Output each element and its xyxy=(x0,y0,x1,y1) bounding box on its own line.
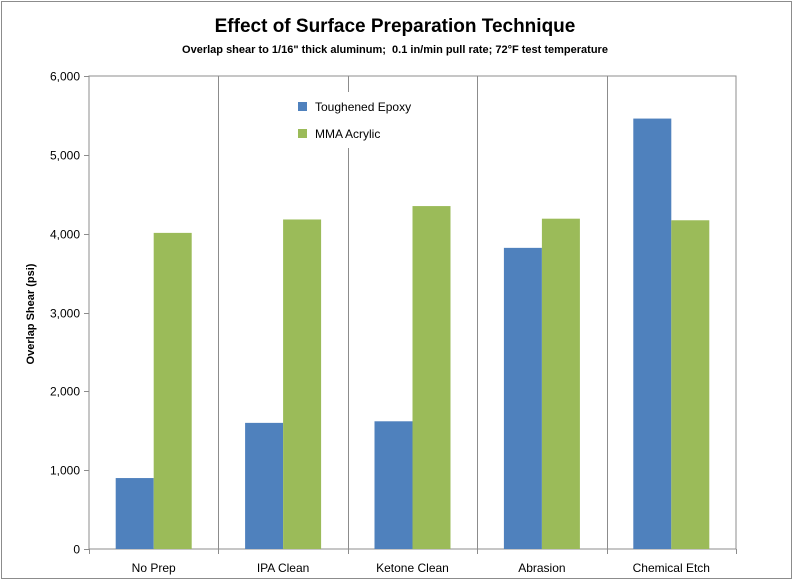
legend-label: MMA Acrylic xyxy=(315,127,380,141)
bar-toughened-epoxy-no-prep xyxy=(115,478,154,549)
y-axis-label: Overlap Shear (psi) xyxy=(25,263,37,364)
x-tick-label: Ketone Clean xyxy=(376,561,449,575)
x-tick-label: IPA Clean xyxy=(257,561,309,575)
bar-toughened-epoxy-abrasion xyxy=(503,247,542,549)
y-tick-label: 6,000 xyxy=(50,70,80,84)
bar-mma-acrylic-chemical-etch xyxy=(671,220,710,549)
bar-toughened-epoxy-ipa-clean xyxy=(245,422,284,549)
y-tick-label: 1,000 xyxy=(50,464,80,478)
x-tick-label: No Prep xyxy=(132,561,176,575)
y-tick-label: 3,000 xyxy=(50,307,80,321)
y-tick-label: 5,000 xyxy=(50,149,80,163)
chart-title: Effect of Surface Preparation Technique xyxy=(215,16,576,37)
legend-swatch xyxy=(298,102,307,111)
bar-mma-acrylic-ketone-clean xyxy=(412,206,451,549)
chart-subtitle: Overlap shear to 1/16" thick aluminum; 0… xyxy=(182,44,608,56)
plot-area: 0 1,000 2,000 3,000 4,000 5,000 6,000 No Prep IP… xyxy=(50,70,737,575)
y-tick-label: 0 xyxy=(73,543,80,557)
legend-box xyxy=(291,92,434,148)
y-tick-label: 2,000 xyxy=(50,385,80,399)
bar-toughened-epoxy-chemical-etch xyxy=(633,118,672,549)
x-tick-label: Abrasion xyxy=(518,561,565,575)
legend-label: Toughened Epoxy xyxy=(315,100,411,114)
legend-swatch xyxy=(298,129,307,138)
bar-toughened-epoxy-ketone-clean xyxy=(374,421,413,549)
bar-mma-acrylic-ipa-clean xyxy=(283,219,322,549)
x-tick-label: Chemical Etch xyxy=(633,561,710,575)
y-tick-label: 4,000 xyxy=(50,228,80,242)
bar-mma-acrylic-no-prep xyxy=(153,232,192,549)
bar-mma-acrylic-abrasion xyxy=(541,218,580,549)
